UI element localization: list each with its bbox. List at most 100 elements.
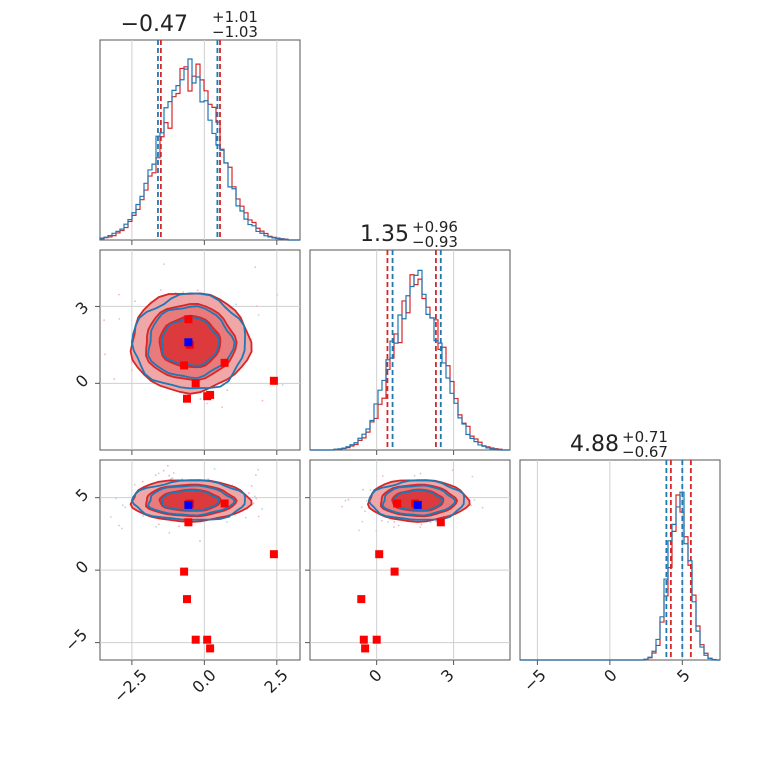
title-p1-median: 1.35 bbox=[360, 222, 409, 247]
red-marker-0 bbox=[436, 518, 445, 527]
scatter-point bbox=[253, 495, 256, 498]
red-marker-8 bbox=[269, 550, 278, 559]
scatter-point bbox=[162, 469, 165, 472]
scatter-point bbox=[393, 526, 395, 528]
panel-2d-p1-p2 bbox=[305, 459, 511, 665]
scatter-point bbox=[158, 523, 160, 526]
panel-2d-p0-p1 bbox=[95, 249, 301, 455]
scatter-point bbox=[226, 389, 229, 392]
scatter-point bbox=[206, 402, 209, 405]
title-p1-minus: −0.93 bbox=[412, 233, 458, 251]
scatter-point bbox=[172, 472, 175, 474]
scatter-point bbox=[393, 520, 396, 523]
contour-blue-mid bbox=[147, 484, 236, 517]
title-p0-plus: +1.01 bbox=[212, 8, 258, 26]
scatter-point bbox=[115, 497, 117, 500]
contour-blue-inner bbox=[161, 489, 220, 512]
xtick-p0-1: 0.0 bbox=[188, 665, 219, 696]
scatter-point bbox=[118, 524, 120, 527]
scatter-point bbox=[481, 506, 484, 509]
red-marker-2 bbox=[390, 567, 399, 576]
hist-blue-p2 bbox=[520, 491, 720, 661]
scatter-point bbox=[141, 480, 144, 483]
title-p0-minus: −1.03 bbox=[212, 23, 258, 41]
scatter-point bbox=[163, 263, 165, 265]
scatter-point bbox=[109, 516, 112, 518]
scatter-point bbox=[182, 291, 184, 293]
scatter-point bbox=[154, 474, 157, 476]
scatter-point bbox=[420, 523, 423, 526]
scatter-point bbox=[221, 406, 224, 408]
ytick-p1-0: 3 bbox=[72, 298, 93, 319]
red-marker-7 bbox=[220, 499, 229, 508]
scatter-point bbox=[471, 475, 474, 478]
panel-2d-p0-p2 bbox=[95, 459, 301, 665]
scatter-point bbox=[213, 468, 216, 470]
scatter-point bbox=[250, 485, 253, 487]
title-p2-plus: +0.71 bbox=[622, 428, 668, 446]
scatter-point bbox=[207, 478, 210, 481]
blue-marker bbox=[413, 500, 422, 509]
scatter-point bbox=[364, 510, 366, 513]
red-marker-6 bbox=[203, 392, 212, 401]
scatter-point bbox=[470, 504, 472, 507]
scatter-point bbox=[142, 515, 145, 518]
red-marker-8 bbox=[375, 550, 384, 559]
title-p1-plus: +0.96 bbox=[412, 218, 458, 236]
scatter-point bbox=[429, 521, 432, 524]
scatter-point bbox=[344, 499, 347, 502]
scatter-point bbox=[157, 472, 160, 475]
scatter-point bbox=[257, 515, 260, 518]
scatter-point bbox=[387, 521, 389, 523]
scatter-point bbox=[199, 398, 202, 400]
scatter-point bbox=[341, 505, 343, 508]
xtick-p2-0: −5 bbox=[520, 665, 550, 695]
red-marker-7 bbox=[393, 499, 402, 508]
title-p0-median: −0.47 bbox=[121, 12, 188, 37]
red-marker-3 bbox=[183, 394, 191, 403]
scatter-point bbox=[261, 399, 264, 402]
scatter-point bbox=[235, 303, 238, 306]
scatter-point bbox=[362, 488, 364, 491]
scatter-point bbox=[281, 384, 284, 386]
xtick-p1-0: 0 bbox=[365, 665, 386, 686]
scatter-point bbox=[381, 475, 384, 477]
scatter-point bbox=[360, 506, 363, 509]
scatter-point bbox=[121, 527, 123, 530]
scatter-point bbox=[247, 492, 250, 495]
red-marker-2 bbox=[180, 567, 189, 576]
red-marker-6 bbox=[203, 635, 212, 644]
scatter-point bbox=[397, 524, 400, 527]
scatter-point bbox=[226, 521, 228, 523]
scatter-point bbox=[365, 500, 368, 502]
scatter-point bbox=[255, 474, 257, 476]
red-marker-8 bbox=[269, 376, 278, 385]
title-p2-minus: −0.67 bbox=[622, 443, 668, 461]
scatter-point bbox=[168, 474, 171, 477]
ytick-p2-0: 5 bbox=[72, 485, 93, 506]
hist-panel-p1 bbox=[309, 249, 511, 455]
scatter-point bbox=[130, 361, 133, 364]
scatter-point bbox=[178, 525, 180, 528]
hist-panel-p0 bbox=[99, 39, 301, 245]
red-marker-4 bbox=[206, 644, 215, 653]
scatter-point bbox=[155, 525, 158, 528]
blue-marker bbox=[184, 500, 193, 509]
scatter-point bbox=[358, 529, 360, 532]
scatter-point bbox=[121, 504, 124, 507]
scatter-point bbox=[257, 314, 260, 316]
scatter-point bbox=[347, 498, 350, 501]
red-marker-5 bbox=[372, 635, 381, 644]
contour-blue-outer bbox=[130, 479, 247, 521]
scatter-point bbox=[103, 319, 105, 321]
title-p2-median: 4.88 bbox=[570, 432, 619, 457]
xtick-p2-1: 0 bbox=[600, 665, 621, 686]
scatter-point bbox=[473, 499, 476, 501]
scatter-point bbox=[257, 468, 259, 471]
scatter-point bbox=[254, 266, 257, 269]
scatter-point bbox=[134, 300, 136, 303]
scatter-point bbox=[131, 369, 133, 372]
red-marker-7 bbox=[220, 358, 229, 367]
hist-frame-p2 bbox=[519, 459, 721, 661]
